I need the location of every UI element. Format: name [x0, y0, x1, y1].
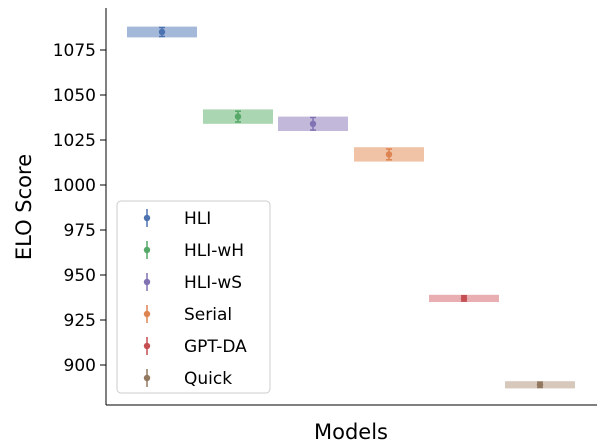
point-quick — [536, 381, 544, 388]
legend-item-hli: HLI — [143, 209, 211, 229]
legend-swatch-dot — [143, 214, 151, 222]
y-tick-label: 975 — [64, 221, 96, 241]
legend-item-gpt-da: GPT-DA — [143, 337, 247, 357]
legend-swatch-dot — [143, 278, 151, 286]
legend-item-serial: Serial — [143, 305, 232, 325]
point-gpt-da — [460, 295, 468, 302]
legend-swatch-dot — [143, 246, 151, 254]
y-tick-label: 1025 — [53, 131, 96, 151]
y-tick-label: 1075 — [53, 41, 96, 61]
y-ticks: 900 925 950 975 1000 1025 1050 1075 — [53, 41, 106, 376]
data-markers — [158, 26, 544, 389]
legend-label: HLI — [184, 209, 211, 229]
point-hli — [158, 28, 166, 36]
legend-swatch-dot — [143, 342, 151, 350]
legend-label: GPT-DA — [184, 337, 247, 357]
legend-label: HLI-wH — [184, 241, 244, 261]
legend-label: Serial — [184, 305, 232, 325]
legend-item-hli-wh: HLI-wH — [143, 241, 244, 261]
legend-swatch-dot — [143, 310, 151, 318]
axes — [105, 8, 597, 406]
y-tick-label: 950 — [64, 266, 96, 286]
legend-item-hli-ws: HLI-wS — [143, 273, 242, 293]
y-tick-label: 1050 — [53, 86, 96, 106]
y-tick-label: 900 — [64, 356, 96, 376]
x-axis-title: Models — [314, 420, 388, 441]
legend-label: HLI-wS — [184, 273, 242, 293]
point-hli-ws — [309, 120, 317, 128]
legend-item-quick: Quick — [143, 369, 232, 389]
y-tick-label: 1000 — [53, 176, 96, 196]
legend-frame — [116, 200, 271, 394]
y-tick-label: 925 — [64, 311, 96, 331]
point-serial — [385, 151, 393, 158]
legend: HLI HLI-wH HLI-wS Serial GPT-DA Quick — [116, 200, 271, 394]
legend-label: Quick — [184, 369, 232, 389]
legend-swatch-dot — [143, 374, 151, 382]
point-hli-wh — [234, 113, 242, 120]
y-axis-title: ELO Score — [12, 154, 36, 260]
